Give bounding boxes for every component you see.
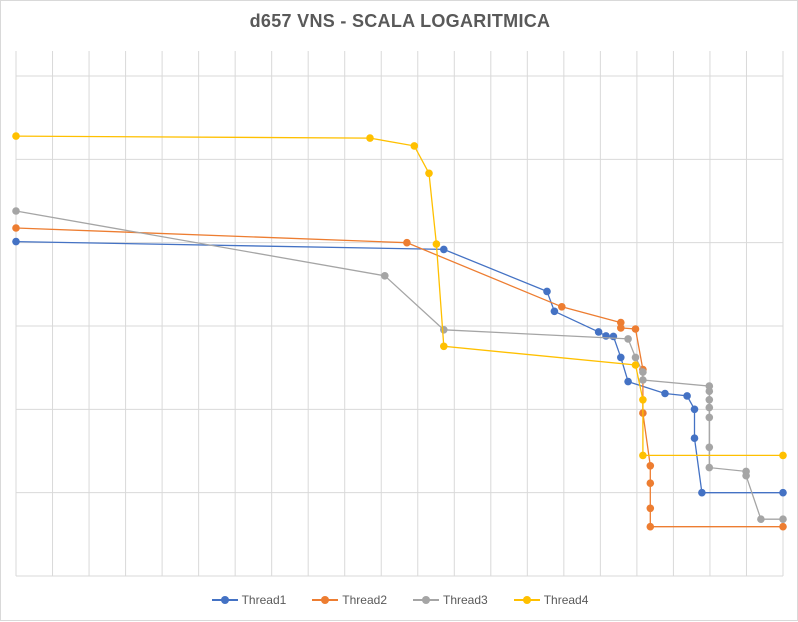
legend-swatch <box>211 595 238 605</box>
data-point <box>631 361 640 369</box>
data-point <box>757 515 765 523</box>
series-thread1 <box>12 237 787 497</box>
vertical-gridlines <box>15 51 784 576</box>
series-layer <box>12 132 787 531</box>
data-point <box>410 142 419 150</box>
legend-swatch <box>513 595 540 605</box>
legend-swatch <box>413 595 439 605</box>
data-point <box>403 238 411 247</box>
legend-label: Thread2 <box>342 593 387 607</box>
data-point <box>705 443 714 452</box>
series-line <box>15 135 783 457</box>
data-point <box>440 245 448 254</box>
legend-item: Thread3 <box>413 593 488 607</box>
data-point <box>432 240 441 248</box>
data-point <box>779 515 787 523</box>
data-point <box>631 325 640 333</box>
data-point <box>742 471 750 480</box>
data-point <box>639 451 647 460</box>
data-point <box>690 434 699 443</box>
data-point <box>639 396 647 404</box>
data-point <box>440 342 448 351</box>
data-point <box>425 169 433 178</box>
series-thread4 <box>12 132 787 460</box>
legend: Thread1 Thread2 Thread3 Thread4 <box>1 593 798 607</box>
data-point <box>661 389 669 398</box>
data-point <box>609 332 618 341</box>
data-point <box>381 272 389 280</box>
series-thread3 <box>12 207 787 523</box>
legend-item: Thread2 <box>312 593 387 607</box>
data-point <box>631 353 640 362</box>
data-point <box>12 224 20 232</box>
data-point <box>646 504 655 513</box>
legend-label: Thread1 <box>241 593 287 607</box>
series-line <box>15 210 783 520</box>
data-point <box>705 396 714 404</box>
data-point <box>12 237 20 246</box>
data-point <box>558 303 566 311</box>
data-point <box>617 318 625 327</box>
legend-swatch <box>312 595 339 605</box>
data-point <box>624 377 632 386</box>
data-point <box>624 335 632 343</box>
data-point <box>698 488 706 497</box>
data-point <box>690 405 699 414</box>
data-point <box>779 522 787 531</box>
data-point <box>705 413 714 422</box>
data-point <box>617 353 625 362</box>
data-point <box>639 376 647 384</box>
data-point <box>646 462 655 470</box>
data-point <box>617 324 625 332</box>
series-thread2 <box>12 224 787 531</box>
data-point <box>705 463 714 472</box>
legend-label: Thread3 <box>443 593 488 607</box>
series-line <box>15 227 783 528</box>
horizontal-gridlines <box>16 75 783 577</box>
data-point <box>543 287 551 296</box>
data-point <box>366 134 374 142</box>
chart-title: d657 VNS - SCALA LOGARITMICA <box>249 11 551 31</box>
data-point <box>440 326 448 334</box>
legend-item: Thread1 <box>211 593 287 607</box>
data-point <box>705 387 714 396</box>
data-point <box>646 522 655 531</box>
data-point <box>779 488 787 497</box>
legend-item: Thread4 <box>513 593 589 607</box>
data-point <box>683 392 691 400</box>
data-point <box>550 307 559 316</box>
data-point <box>12 207 20 215</box>
data-point <box>646 479 655 488</box>
data-point <box>779 451 787 460</box>
legend-label: Thread4 <box>543 593 589 607</box>
data-point <box>705 403 714 412</box>
data-point <box>594 328 603 336</box>
data-point <box>639 368 647 376</box>
data-point <box>12 132 20 140</box>
